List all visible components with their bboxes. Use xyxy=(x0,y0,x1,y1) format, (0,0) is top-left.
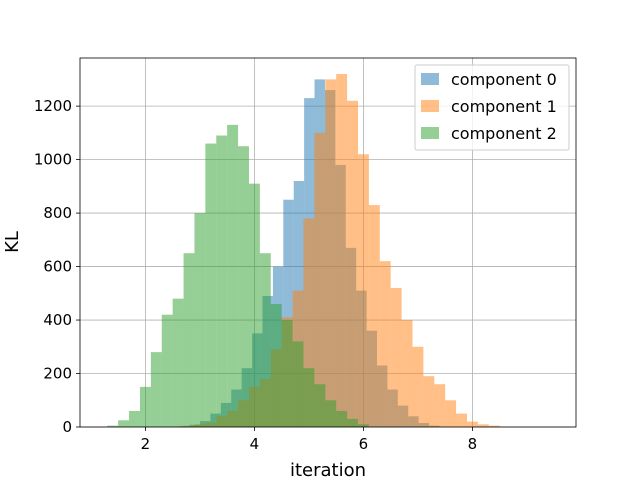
plot-frame xyxy=(79,57,577,428)
histogram-bar xyxy=(314,132,326,427)
x-tick-label: 2 xyxy=(141,435,151,453)
legend-swatch-component-2 xyxy=(421,127,439,139)
histogram-bar xyxy=(477,424,489,427)
histogram-bar xyxy=(227,124,239,427)
x-tick-label: 8 xyxy=(468,435,478,453)
histogram-bar xyxy=(107,425,119,427)
x-tick-label: 6 xyxy=(359,435,369,453)
histogram-bar xyxy=(336,410,348,427)
axis-ticks: 2 4 6 8 0 200 400 600 800 1000 1200 xyxy=(34,97,477,453)
histogram-bar xyxy=(412,346,424,427)
histogram-bar xyxy=(216,135,228,428)
histogram-bar xyxy=(248,183,260,427)
histogram-bar xyxy=(150,352,162,427)
histogram-bars xyxy=(107,74,500,428)
histogram-bar xyxy=(357,424,369,427)
legend: component 0 component 1 component 2 xyxy=(414,64,570,151)
histogram-bar xyxy=(325,400,337,427)
histogram-bar xyxy=(401,320,413,427)
histogram-bar xyxy=(303,368,315,427)
histogram-bar xyxy=(314,384,326,427)
histogram-bar xyxy=(445,400,457,427)
y-tick-label: 1000 xyxy=(34,151,72,169)
legend-box xyxy=(414,64,570,151)
histogram-bar xyxy=(434,384,446,427)
y-tick-label: 600 xyxy=(43,258,72,276)
histogram-bar xyxy=(172,298,184,427)
histogram-bar xyxy=(466,421,478,427)
histogram-bar xyxy=(368,205,380,427)
histogram-bar xyxy=(194,213,206,427)
histogram-bar xyxy=(347,418,358,427)
histogram-bar xyxy=(283,199,294,427)
histogram-bar xyxy=(357,154,369,427)
histogram-bar xyxy=(161,314,173,427)
histogram-bar xyxy=(390,287,402,427)
legend-label-component-0: component 0 xyxy=(451,70,557,89)
histogram-bar xyxy=(292,341,304,427)
x-axis-label: iteration xyxy=(290,460,366,480)
histogram-bar xyxy=(281,320,293,427)
histogram-bar xyxy=(183,253,195,427)
histogram-bar xyxy=(270,304,282,427)
histogram-bar xyxy=(205,143,217,427)
histogram-bar xyxy=(259,253,271,427)
legend-entry: component 2 xyxy=(421,124,557,143)
legend-entry: component 1 xyxy=(421,97,557,116)
legend-swatch-component-1 xyxy=(421,100,439,112)
legend-swatch-component-0 xyxy=(421,73,439,85)
x-tick-label: 4 xyxy=(250,435,260,453)
series-2-bars xyxy=(107,124,369,428)
histogram-bar xyxy=(303,218,315,427)
histogram-bar xyxy=(456,413,467,427)
y-tick-label: 1200 xyxy=(34,97,72,115)
y-tick-label: 800 xyxy=(43,204,72,222)
y-tick-label: 0 xyxy=(62,418,72,436)
histogram-bar xyxy=(118,420,130,427)
legend-entry: component 0 xyxy=(421,70,557,89)
y-axis-label: KL xyxy=(2,231,23,253)
y-tick-label: 400 xyxy=(43,311,72,329)
histogram-bar xyxy=(238,146,249,427)
histogram-bar xyxy=(347,100,358,428)
histogram-bar xyxy=(336,74,348,427)
histogram-bar xyxy=(129,410,140,427)
legend-label-component-1: component 1 xyxy=(451,97,557,116)
histogram-bar xyxy=(423,376,435,427)
y-tick-label: 200 xyxy=(43,365,72,383)
histogram-bar xyxy=(139,386,151,427)
histogram-bar xyxy=(379,261,391,427)
histogram-bar xyxy=(488,425,500,427)
legend-label-component-2: component 2 xyxy=(451,124,557,143)
histogram-bar xyxy=(325,79,337,428)
